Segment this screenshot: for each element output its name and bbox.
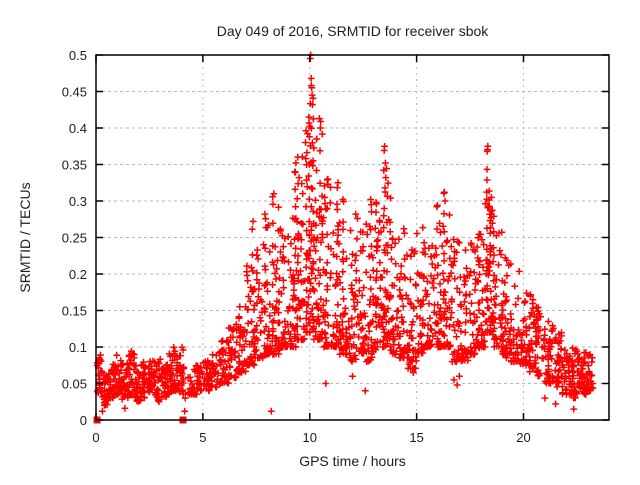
y-tick-label: 0.2 — [69, 267, 87, 282]
y-tick-label: 0.1 — [69, 340, 87, 355]
y-tick-label: 0.5 — [69, 48, 87, 63]
x-tick-label: 10 — [303, 430, 317, 445]
axes — [95, 54, 610, 421]
x-tick-label: 0 — [92, 430, 99, 445]
y-axis-label: SRMTID / TECUs — [17, 182, 33, 292]
y-tick-label: 0.4 — [69, 121, 87, 136]
y-tick-label: 0.3 — [69, 194, 87, 209]
x-axis-label: GPS time / hours — [299, 453, 406, 469]
y-tick-label: 0.45 — [62, 85, 87, 100]
y-tick-label: 0.35 — [62, 158, 87, 173]
x-tick-label: 5 — [199, 430, 206, 445]
chart-title: Day 049 of 2016, SRMTID for receiver sbo… — [217, 23, 490, 39]
x-tick-label: 15 — [409, 430, 423, 445]
y-tick-label: 0.05 — [62, 377, 87, 392]
y-tick-label: 0.25 — [62, 231, 87, 246]
y-tick-label: 0 — [80, 413, 87, 428]
y-tick-label: 0.15 — [62, 304, 87, 319]
x-tick-label: 20 — [516, 430, 530, 445]
tick-labels: 0 5 10 15 20 0 0.05 0.1 0.15 0.2 0.25 0.3 0.35 0.4 0.4… — [62, 48, 531, 445]
scatter-points — [93, 51, 597, 424]
